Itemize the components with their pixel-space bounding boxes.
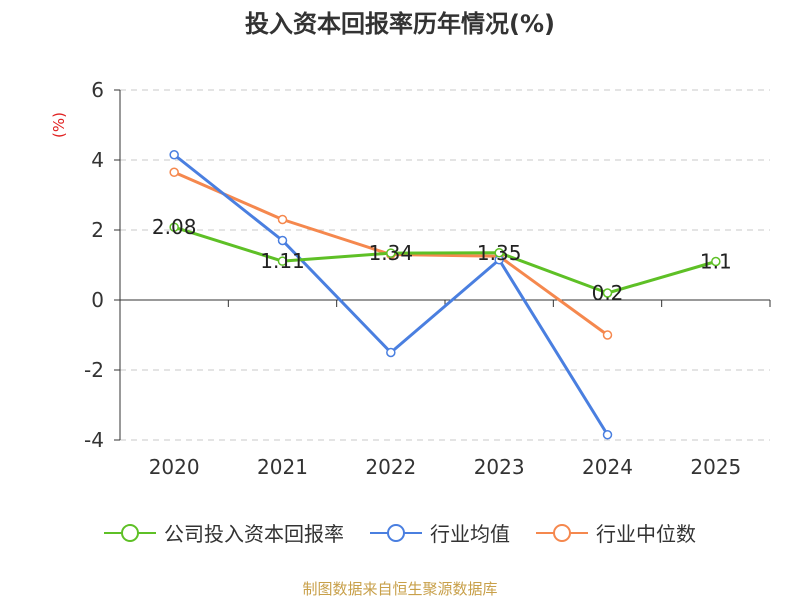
legend-item-industry-median[interactable]: 行业中位数 <box>536 518 696 547</box>
x-tick-label: 2025 <box>690 455 741 479</box>
legend-marker-icon <box>104 523 156 542</box>
data-label: 1.11 <box>260 249 305 273</box>
y-tick-label: 6 <box>91 78 104 102</box>
data-label: 2.08 <box>152 215 197 239</box>
data-point <box>277 235 288 246</box>
x-tick-label: 2020 <box>149 455 200 479</box>
legend-item-industry-mean[interactable]: 行业均值 <box>370 518 510 547</box>
y-tick-label: 4 <box>91 148 104 172</box>
data-point <box>711 256 721 267</box>
data-label: 1.34 <box>369 241 414 265</box>
data-point <box>602 330 613 340</box>
x-tick-label: 2022 <box>365 455 416 479</box>
data-point <box>169 150 179 160</box>
y-tick-label: 2 <box>91 218 104 242</box>
source-footer: 制图数据来自恒生聚源数据库 <box>302 580 498 598</box>
data-point <box>494 248 504 258</box>
x-tick-label: 2024 <box>582 455 633 479</box>
series-line-0 <box>173 225 717 295</box>
data-point <box>169 167 179 177</box>
data-label: 1.35 <box>477 241 522 265</box>
chart-legend: 公司投入资本回报率 行业均值 行业中位数 <box>0 518 800 547</box>
data-point <box>386 347 396 358</box>
legend-marker-icon <box>370 523 422 542</box>
y-tick-label: -2 <box>84 358 104 382</box>
chart-title: 投入资本回报率历年情况(%) <box>245 10 555 38</box>
data-point <box>277 256 288 266</box>
data-point <box>602 288 613 298</box>
x-tick-label: 2023 <box>474 455 525 479</box>
y-tick-label: -4 <box>84 428 104 452</box>
data-point <box>169 222 179 232</box>
series-line-1 <box>173 153 609 436</box>
y-tick-label: 0 <box>91 288 104 312</box>
data-point <box>602 430 613 440</box>
legend-label: 行业均值 <box>430 522 510 546</box>
data-label: 1.1 <box>700 250 732 274</box>
legend-label: 行业中位数 <box>596 522 696 546</box>
y-axis-label: (%) <box>50 112 68 138</box>
legend-label: 公司投入资本回报率 <box>164 522 344 546</box>
data-point <box>386 248 396 258</box>
legend-marker-icon <box>536 523 588 542</box>
legend-item-company[interactable]: 公司投入资本回报率 <box>104 518 344 547</box>
data-point <box>277 214 288 225</box>
data-label: 0.2 <box>592 281 624 305</box>
x-tick-label: 2021 <box>257 455 308 479</box>
